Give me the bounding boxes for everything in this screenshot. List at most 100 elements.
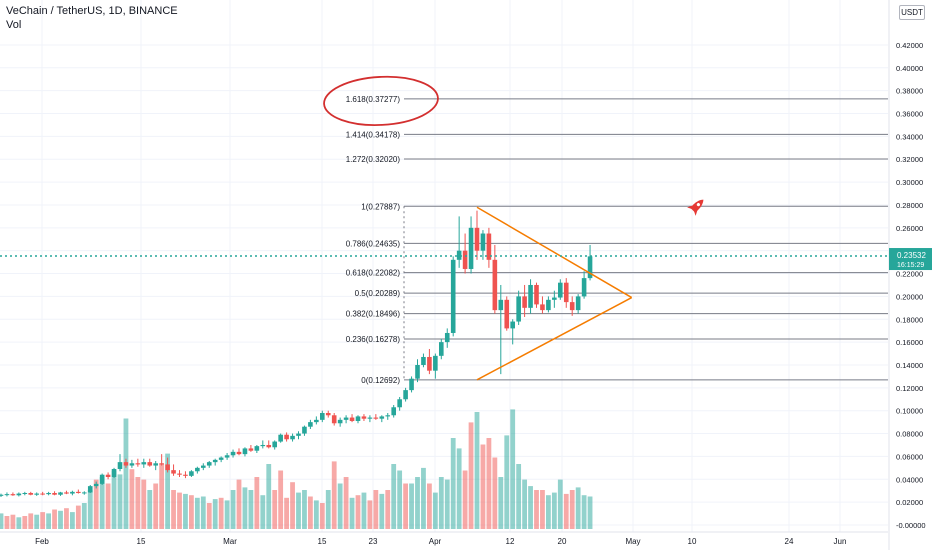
volume-bar [34,514,40,529]
volume-bar [16,517,22,529]
price-axis-tick: 0.28000 [896,201,923,210]
candle-body [284,434,289,440]
volume-bar [28,513,34,529]
candle-body [52,492,57,495]
fib-level-label: 1.414(0.34178) [346,130,401,139]
volume-bar [105,483,111,529]
time-axis-tick: Jun [834,537,847,546]
candle-body [320,412,325,420]
candle-body [135,463,141,465]
candle-body [587,256,593,279]
candle-body [248,448,254,451]
price-axis-tick: 0.08000 [896,430,923,439]
volume-bar [230,490,236,529]
volume-bar [337,483,343,529]
volume-bar [331,461,337,529]
volume-bar [147,490,153,529]
candle-body [206,462,212,466]
volume-bar [296,492,301,529]
time-axis-tick: 12 [506,537,515,546]
volume-bar [468,422,474,529]
time-axis-tick: Mar [223,537,237,546]
fib-level-label: 1(0.27887) [361,202,400,211]
price-axis-tick: 0.34000 [896,132,923,141]
volume-bar [141,479,147,529]
candle-body [581,278,587,297]
time-axis-tick: 20 [558,537,567,546]
candle-body [272,441,277,448]
volume-indicator-label[interactable]: Vol [6,19,22,31]
candle-body [510,321,515,329]
volume-bar [70,512,75,529]
price-axis-tick: 0.18000 [896,315,923,324]
candle-body [177,473,182,475]
volume-bar [557,479,563,529]
volume-bar [528,486,533,529]
triangle-upper-line[interactable] [476,206,633,299]
volume-bar [367,500,373,529]
currency-selector[interactable]: USDT [899,5,925,20]
volume-bar [87,490,93,529]
candle-body [58,492,63,495]
volume-bar [99,477,105,529]
candle-body [528,284,533,308]
candle-body [433,355,438,371]
time-axis-tick: 23 [369,537,378,546]
time-axis-tick: Apr [429,537,442,546]
candle-body [218,457,224,460]
fib-level-label: 0.786(0.24635) [346,239,401,248]
fib-level-label: 0.5(0.20289) [355,289,401,298]
volume-bar [379,493,385,529]
candle-body [403,390,408,400]
candle-body [486,233,492,260]
volume-bar [135,477,141,529]
time-axis-tick: Feb [35,537,49,546]
candle-body [22,492,28,494]
volume-bar [349,497,355,529]
volume-bar [129,469,135,529]
price-axis-tick: 0.12000 [896,384,923,393]
volume-bar [93,479,99,529]
chart-symbol-title[interactable]: VeChain / TetherUS, 1D, BINANCE [6,5,178,17]
volume-bar [189,495,194,529]
candle-body [492,259,498,311]
candle-body [361,416,367,419]
candle-body [117,462,123,469]
volume-bar [415,477,420,529]
volume-bar [177,492,182,529]
candle-body [111,468,117,477]
time-axis-tick: 15 [137,537,146,546]
triangle-lower-line[interactable] [476,296,633,381]
time-axis-tick: May [625,537,640,546]
candle-body [183,474,188,476]
volume-bar [540,490,545,529]
candle-body [278,434,283,442]
price-axis-tick: -0.00000 [896,521,926,530]
candle-body [534,284,539,305]
candle-body [546,299,551,311]
price-axis-tick: 0.04000 [896,475,923,484]
volume-bar [319,503,325,529]
bar-countdown-label: 16:15:29 [897,262,924,269]
candle-body [480,233,486,251]
time-axis-tick: 10 [688,537,697,546]
candle-body [540,304,545,311]
candle-body [552,297,557,300]
candle-body [427,356,432,371]
candle-body [82,492,87,494]
volume-bar [194,497,200,529]
fib-level-label: 0(0.12692) [361,376,400,385]
candle-body [105,474,111,477]
volume-bar [236,479,242,529]
volume-bar [510,409,516,529]
volume-bar [361,492,367,529]
candle-body [504,299,510,329]
volume-bar [75,505,81,529]
candle-body [10,494,16,496]
volume-bar [427,483,432,529]
candle-body [391,407,396,416]
volume-bar [504,435,510,529]
time-axis-tick: 24 [785,537,794,546]
price-axis-tick: 0.36000 [896,110,923,119]
